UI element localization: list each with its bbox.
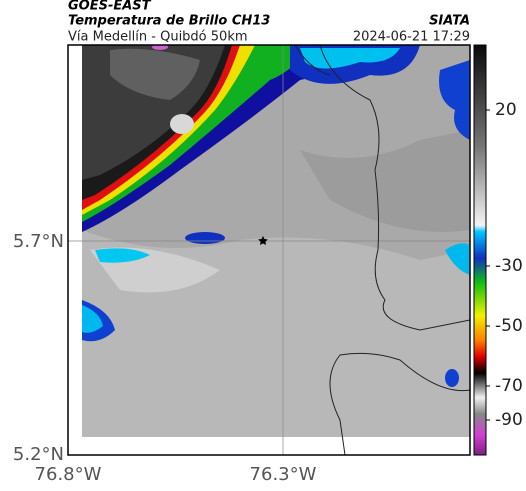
colorbar [473, 44, 487, 456]
source-label: GOES-EAST [68, 0, 152, 14]
map-area [68, 45, 470, 455]
subtitle: Vía Medellín - Quibdó 50km [68, 30, 248, 45]
agency-label: SIATA [429, 14, 470, 29]
lon-label: 76.8°W [35, 464, 102, 485]
lat-label: 5.2°N [13, 444, 64, 465]
colorbar-ticks [486, 109, 490, 421]
colorbar-tick-label: -90 [495, 410, 523, 430]
colorbar-tick-label: -50 [495, 316, 523, 336]
colorbar-tick-label: -30 [495, 256, 523, 276]
lon-label: 76.3°W [250, 464, 317, 485]
colorbar-tick-label: 20 [495, 100, 517, 120]
timestamp: 2024-06-21 17:29 [353, 30, 470, 45]
lat-label: 5.7°N [13, 231, 64, 252]
map-title: Temperatura de Brillo CH13 [68, 14, 270, 29]
colorbar-tick-label: -70 [495, 376, 523, 396]
